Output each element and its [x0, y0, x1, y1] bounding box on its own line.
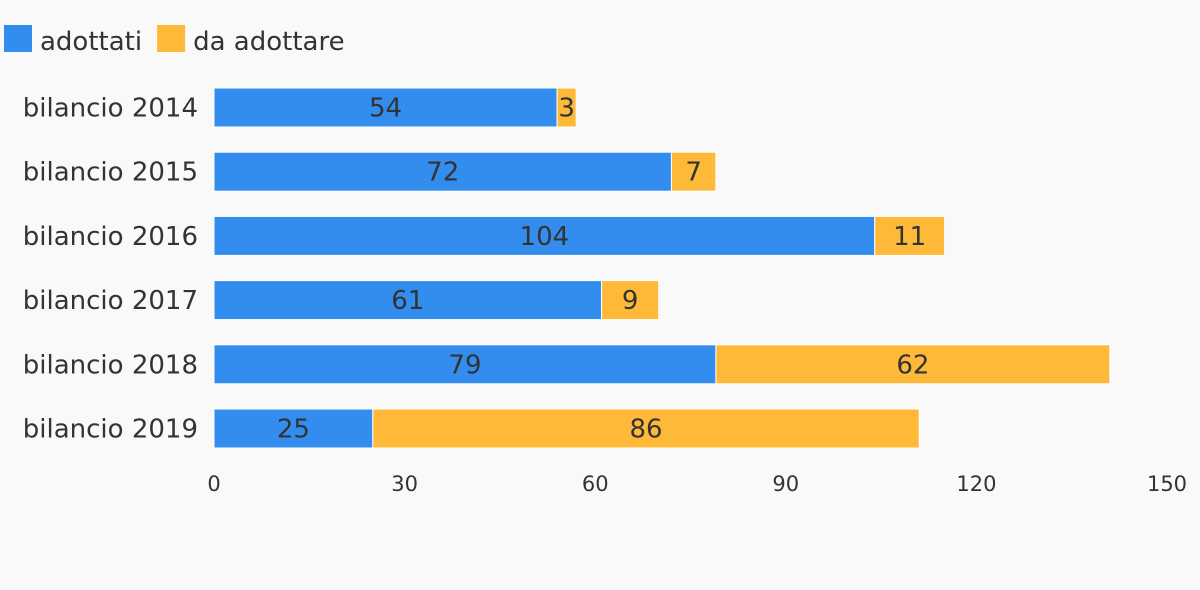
bar-da-adottare — [670, 151, 717, 192]
legend-swatch-1 — [157, 25, 186, 52]
x-tick-label: 120 — [956, 472, 996, 496]
bar-da-adottare — [601, 280, 660, 321]
bar-value-label: 72 — [426, 158, 459, 188]
bar-da-adottare — [874, 215, 946, 256]
bar-adottati — [213, 87, 558, 128]
category-labels: bilancio 2014 bilancio 2015 bilancio 2016 b… — [23, 94, 198, 445]
x-axis-ticks: 0 30 60 90 120 150 — [207, 472, 1187, 496]
legend-label-1: da adottare — [193, 27, 344, 57]
category-label: bilancio 2018 — [23, 350, 198, 380]
category-label: bilancio 2019 — [23, 415, 198, 445]
bar-da-adottare — [372, 408, 920, 449]
legend-label-0: adottati — [40, 27, 142, 57]
bar-da-adottare — [556, 87, 577, 128]
bar-adottati — [213, 215, 876, 256]
bar-adottati — [213, 151, 672, 192]
bar-value-label: 25 — [277, 415, 310, 445]
bar-value-label: 62 — [896, 350, 929, 380]
category-label: bilancio 2016 — [23, 222, 198, 252]
bars — [213, 87, 1111, 449]
bar-value-label: 86 — [629, 415, 662, 445]
x-tick-label: 0 — [207, 472, 220, 496]
legend-swatch-0 — [4, 25, 32, 52]
x-tick-label: 150 — [1147, 472, 1187, 496]
bar-value-label: 61 — [391, 286, 424, 316]
bar-adottati — [213, 408, 374, 449]
x-tick-label: 90 — [772, 472, 799, 496]
bar-adottati — [213, 280, 603, 321]
bar-value-label: 79 — [448, 350, 481, 380]
bar-value-label: 104 — [520, 222, 570, 252]
category-label: bilancio 2015 — [23, 158, 198, 188]
category-label: bilancio 2014 — [23, 94, 198, 124]
bar-adottati — [213, 344, 717, 385]
x-tick-label: 60 — [582, 472, 609, 496]
bar-da-adottare — [715, 344, 1111, 385]
bar-value-label: 11 — [893, 222, 926, 252]
category-label: bilancio 2017 — [23, 286, 198, 316]
data-labels: 54 3 72 7 104 11 61 9 79 62 25 86 — [277, 94, 930, 445]
x-tick-label: 30 — [391, 472, 418, 496]
bar-value-label: 7 — [685, 158, 702, 188]
bar-value-label: 9 — [622, 286, 639, 316]
legend: adottati da adottare — [4, 25, 345, 57]
bar-value-label: 54 — [369, 94, 402, 124]
bar-value-label: 3 — [558, 94, 575, 124]
